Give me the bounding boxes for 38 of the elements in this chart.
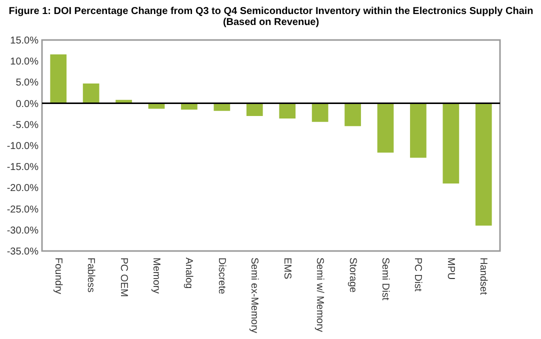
y-tick-label: -15.0% [6,162,39,174]
chart-title: Figure 1: DOI Percentage Change from Q3 to Q4 Semiconductor Inventory within the Electronics Supply Chain [8,6,534,17]
x-tick-label: Semi ex-Memory [248,258,260,334]
y-tick-label: -25.0% [6,204,39,216]
bar [312,103,328,122]
y-tick-label: -20.0% [6,183,39,194]
x-tick-label: PC OEM [118,258,129,297]
y-tick-label: -35.0% [6,246,39,258]
x-tick-label: Semi w/ Memory [314,258,326,332]
y-tick-label: 0.0% [16,98,39,110]
x-tick-label: Fabless [85,258,96,293]
bar [279,103,296,118]
bar [377,103,394,153]
x-tick-label: Storage [346,258,358,293]
y-tick-label: -30.0% [6,225,39,236]
y-tick-label: 10.0% [10,56,39,68]
x-tick-label: Memory [150,258,162,294]
bar [442,103,460,184]
bar [50,54,67,104]
x-tick-label: Semi Dist [380,258,390,301]
x-tick-label: Foundry [52,258,64,294]
bar [82,83,100,104]
x-tick-label: EMS [281,258,292,280]
bar [246,103,263,116]
y-tick-label: 5.0% [16,78,39,89]
x-tick-label: PC Dist [412,258,424,292]
x-tick-label: Handset [478,258,489,295]
x-tick-label: Discrete [216,258,227,295]
y-tick-label: 15.0% [10,36,39,46]
bar [344,103,361,126]
y-tick-label: -10.0% [6,141,39,152]
x-tick-label: MPU [444,258,456,280]
bar [410,103,426,158]
chart-subtitle: (Based on Revenue) [222,17,320,28]
bar [214,103,230,111]
y-tick-label: -5.0% [12,120,39,131]
x-tick-label: Analog [183,258,194,289]
bar [475,103,492,226]
